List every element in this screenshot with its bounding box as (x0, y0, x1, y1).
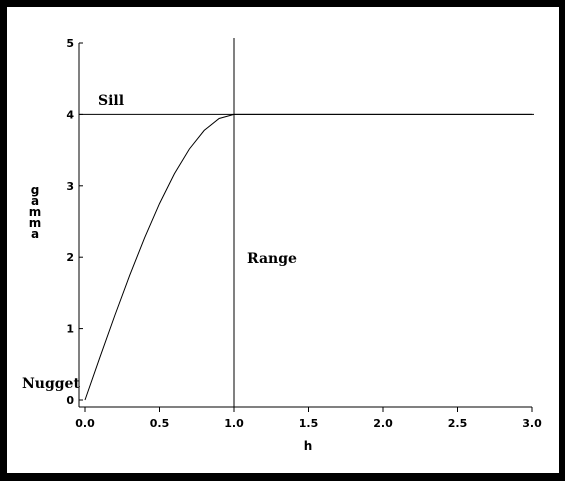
y-tick-label: 2 (66, 251, 74, 264)
x-tick-label: 3.0 (522, 417, 542, 430)
x-tick-label: 1.0 (224, 417, 244, 430)
chart-panel: 0.0 0.5 1.0 1.5 2.0 2.5 3.0 0 1 2 3 4 5 Sill Range N… (7, 7, 559, 473)
x-tick-label: 1.5 (299, 417, 319, 430)
x-tick-label: 0.0 (75, 417, 95, 430)
y-axis-title-letter: g (31, 183, 40, 197)
y-axis-title-letter: m (29, 216, 42, 230)
x-tick-label: 2.5 (448, 417, 468, 430)
y-axis-title-letter: a (31, 227, 39, 241)
y-axis-title-letter: a (31, 194, 39, 208)
x-tick-label: 0.5 (150, 417, 170, 430)
series (84, 113, 532, 401)
y-tick-label: 4 (66, 108, 74, 121)
x-axis-title: h (304, 439, 313, 453)
variogram-chart: 0.0 0.5 1.0 1.5 2.0 2.5 3.0 0 1 2 3 4 5 Sill Range N… (22, 37, 542, 453)
nugget-annotation: Nugget (22, 376, 80, 392)
y-tick-label: 5 (66, 37, 74, 50)
axes: 0.0 0.5 1.0 1.5 2.0 2.5 3.0 0 1 2 3 4 5 (66, 37, 542, 430)
variogram-curve (84, 113, 532, 401)
y-tick-label: 3 (66, 180, 74, 193)
range-annotation: Range (247, 251, 297, 267)
x-tick-label: 2.0 (373, 417, 393, 430)
sill-annotation: Sill (98, 93, 124, 109)
reference-lines (79, 38, 534, 407)
y-axis-title-letter: m (29, 205, 42, 219)
y-tick-label: 0 (66, 394, 74, 407)
y-tick-label: 1 (66, 323, 74, 336)
